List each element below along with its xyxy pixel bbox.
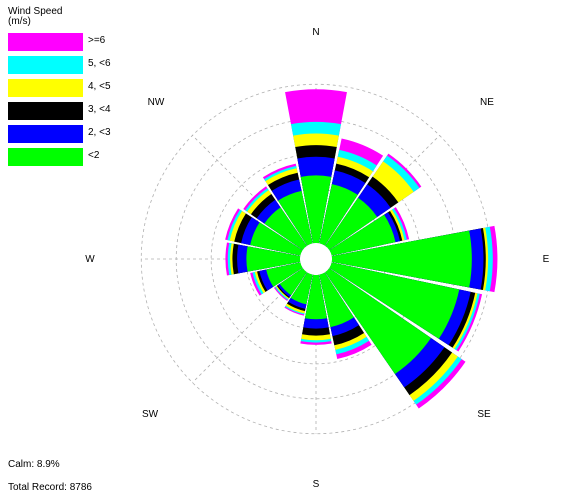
petal-ese-lt2 [329, 262, 460, 339]
legend-label-5-6: 5, <6 [88, 58, 111, 69]
legend-swatch-ge6 [8, 33, 83, 51]
legend-title-line1: Wind Speed [8, 6, 63, 17]
petal-w-lt2 [246, 246, 301, 272]
petal-ssw-lt2 [290, 272, 313, 305]
calm-text: Calm: 8.9% [8, 459, 60, 470]
wind-petals [225, 89, 498, 409]
grid-spoke [315, 135, 440, 260]
direction-label-e: E [543, 254, 550, 265]
legend-item-5-6: 5, <6 [8, 56, 128, 74]
petal-e-lt2 [331, 230, 472, 288]
legend-label-3-4: 3, <4 [88, 104, 111, 115]
calm-hole [300, 243, 332, 275]
legend-label-lt2: <2 [88, 150, 100, 161]
petal-sse-lt2 [319, 272, 354, 328]
legend-label-2-3: 2, <3 [88, 127, 111, 138]
legend-swatch-5-6 [8, 56, 83, 74]
legend-label-4-5: 4, <5 [88, 81, 111, 92]
legend-swatch-lt2 [8, 148, 83, 166]
direction-label-s: S [313, 479, 320, 490]
legend-item-2-3: 2, <3 [8, 125, 128, 143]
petal-s-lt2 [305, 274, 327, 320]
petal-nw-lt2 [264, 207, 307, 250]
legend-title-line2: (m/s) [8, 16, 31, 27]
legend-item-3-4: 3, <4 [8, 102, 128, 120]
petal-nnw-lt2 [278, 190, 313, 246]
direction-label-n: N [312, 27, 319, 38]
legend-swatch-4-5 [8, 79, 83, 97]
direction-label-sw: SW [142, 409, 159, 420]
direction-label-w: W [85, 254, 95, 265]
grid-spoke [192, 135, 317, 260]
total-record-text: Total Record: 8786 [8, 482, 92, 493]
legend-item-ge6: >=6 [8, 33, 128, 51]
legend-label-ge6: >=6 [88, 35, 106, 46]
petal-wnw-lt2 [250, 222, 303, 256]
grid-spoke [192, 258, 317, 383]
direction-label-nw: NW [148, 97, 165, 108]
legend-item-lt2: <2 [8, 148, 128, 166]
petal-se-lt2 [325, 268, 431, 374]
legend-swatch-3-4 [8, 102, 83, 120]
direction-label-se: SE [477, 409, 491, 420]
petal-ene-lt2 [329, 214, 396, 256]
petal-sw-lt2 [279, 268, 307, 296]
legend-title: Wind Speed (m/s) [8, 7, 62, 27]
direction-labels: N NE E SE S SW W NW [85, 27, 549, 490]
legend-item-4-5: 4, <5 [8, 79, 128, 97]
petal-wsw-lt2 [266, 262, 303, 287]
direction-label-ne: NE [480, 97, 494, 108]
petal-ne-lt2 [325, 197, 378, 250]
petal-nne-lt2 [319, 184, 358, 246]
petal-n-lt2 [300, 175, 332, 244]
legend-swatch-2-3 [8, 125, 83, 143]
